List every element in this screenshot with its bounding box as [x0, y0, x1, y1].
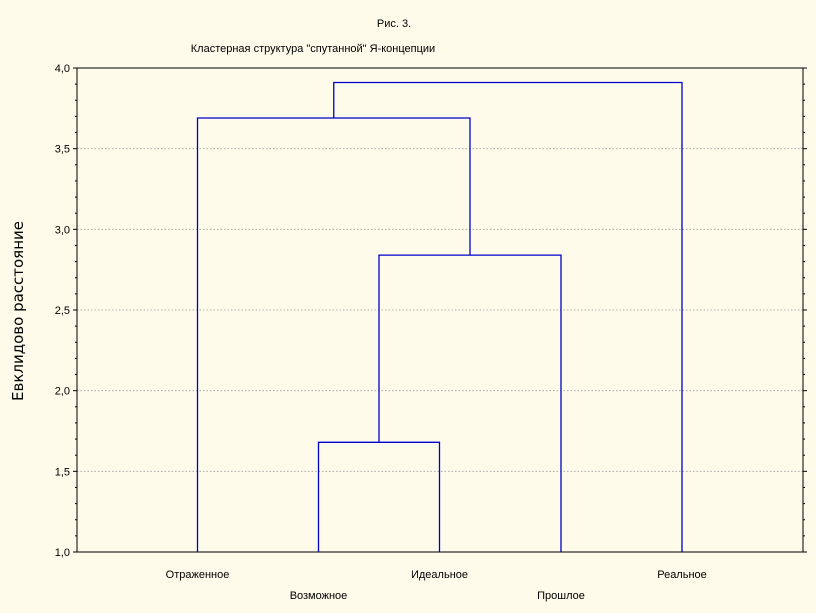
leaf-label: Идеальное	[411, 569, 468, 581]
dendrogram-link	[333, 81, 683, 552]
leaf-label: Прошлое	[537, 590, 585, 602]
x-axis-leaf-labels: Отраженное Возможное Идеальное Прошлое Реаль…	[166, 569, 707, 602]
leaf-label: Возможное	[290, 590, 348, 602]
y-tick-label: 3,0	[55, 224, 70, 236]
leaf-label: Реальное	[657, 569, 707, 581]
grid-lines	[77, 148, 803, 472]
dendrogram-links	[196, 81, 683, 552]
y-tick-label: 1,0	[55, 547, 70, 559]
y-tick-label: 2,0	[55, 386, 70, 398]
dendrogram-link	[378, 254, 562, 552]
leaf-label: Отраженное	[166, 569, 230, 581]
y-tick-label: 3,5	[55, 144, 70, 156]
y-tick-label: 1,5	[55, 466, 70, 478]
y-axis-label: Евклидово расстояние	[9, 221, 27, 401]
dendrogram-link	[317, 441, 441, 552]
y-axis-ticks: 1,0 1,5 2,0 2,5 3,0 3,5 4,0	[55, 63, 807, 559]
y-tick-label: 4,0	[55, 63, 70, 75]
plot-frame	[76, 67, 804, 553]
figure-label: Рис. 3.	[377, 18, 411, 30]
dendrogram-link	[196, 117, 471, 552]
chart-title: Кластерная структура "спутанной" Я-конце…	[191, 43, 435, 55]
y-tick-label: 2,5	[55, 305, 70, 317]
